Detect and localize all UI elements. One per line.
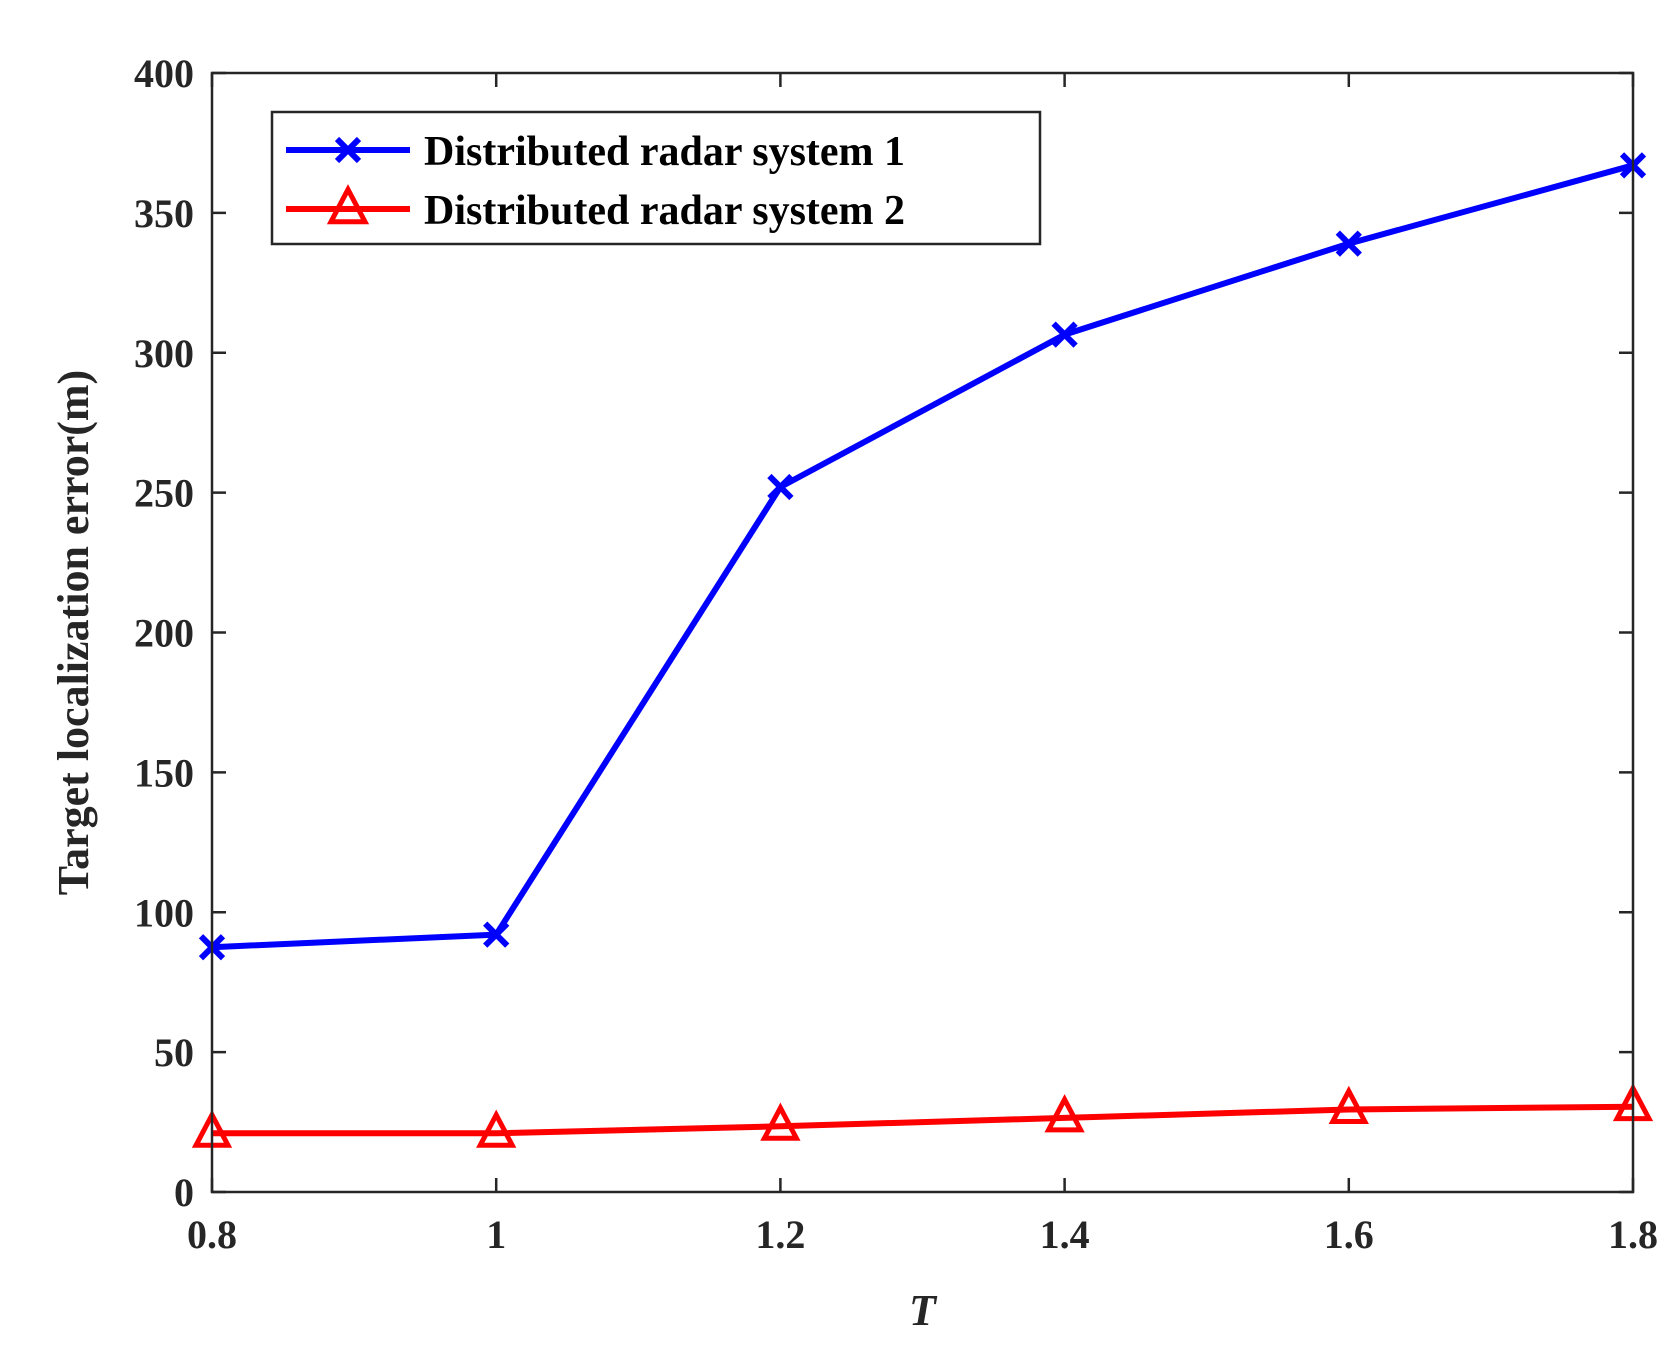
data-point <box>483 921 510 948</box>
legend-label: Distributed radar system 2 <box>424 188 905 234</box>
y-tick-label: 200 <box>134 611 194 656</box>
data-point <box>760 1102 801 1141</box>
legend-marker <box>326 184 370 225</box>
legend-entry: Distributed radar system 1 <box>286 129 905 175</box>
y-axis-label: Target localization error(m) <box>49 370 98 895</box>
data-point <box>767 473 794 501</box>
legend: Distributed radar system 1 Distributed ra… <box>270 110 1042 246</box>
plot-area <box>212 73 1633 1192</box>
x-axis-label: T <box>909 1286 938 1335</box>
x-tick-label: 0.8 <box>187 1212 237 1257</box>
y-tick-label: 300 <box>134 331 194 376</box>
data-point <box>476 1109 517 1148</box>
y-tick-label: 100 <box>134 890 194 935</box>
data-point <box>1051 321 1078 348</box>
x-axis: 0.8 1 1.2 1.4 1.6 1.8 <box>187 73 1658 1257</box>
legend-box <box>270 110 1042 246</box>
data-point <box>1328 1085 1369 1124</box>
y-tick-label: 150 <box>134 750 194 795</box>
data-point <box>1335 230 1362 257</box>
y-tick-label: 350 <box>134 191 194 236</box>
plot-frame <box>210 71 1635 1194</box>
x-tick-label: 1.6 <box>1324 1212 1374 1257</box>
x-tick-label: 1.2 <box>755 1212 805 1257</box>
y-tick-label: 250 <box>134 471 194 516</box>
y-tick-label: 0 <box>174 1170 194 1215</box>
series-line <box>211 162 1634 951</box>
y-axis: 0 50 100 150 200 250 300 350 400 <box>134 51 1633 1215</box>
data-point <box>1044 1094 1085 1133</box>
y-tick-label: 400 <box>134 51 194 96</box>
legend-label: Distributed radar system 1 <box>424 129 905 175</box>
x-tick-label: 1.8 <box>1608 1212 1658 1257</box>
legend-marker <box>334 136 362 164</box>
x-tick-label: 1 <box>486 1212 506 1257</box>
y-tick-label: 50 <box>154 1030 194 1075</box>
legend-entry: Distributed radar system 2 <box>286 184 905 234</box>
series-line <box>212 1103 1634 1137</box>
x-tick-label: 1.4 <box>1040 1212 1090 1257</box>
